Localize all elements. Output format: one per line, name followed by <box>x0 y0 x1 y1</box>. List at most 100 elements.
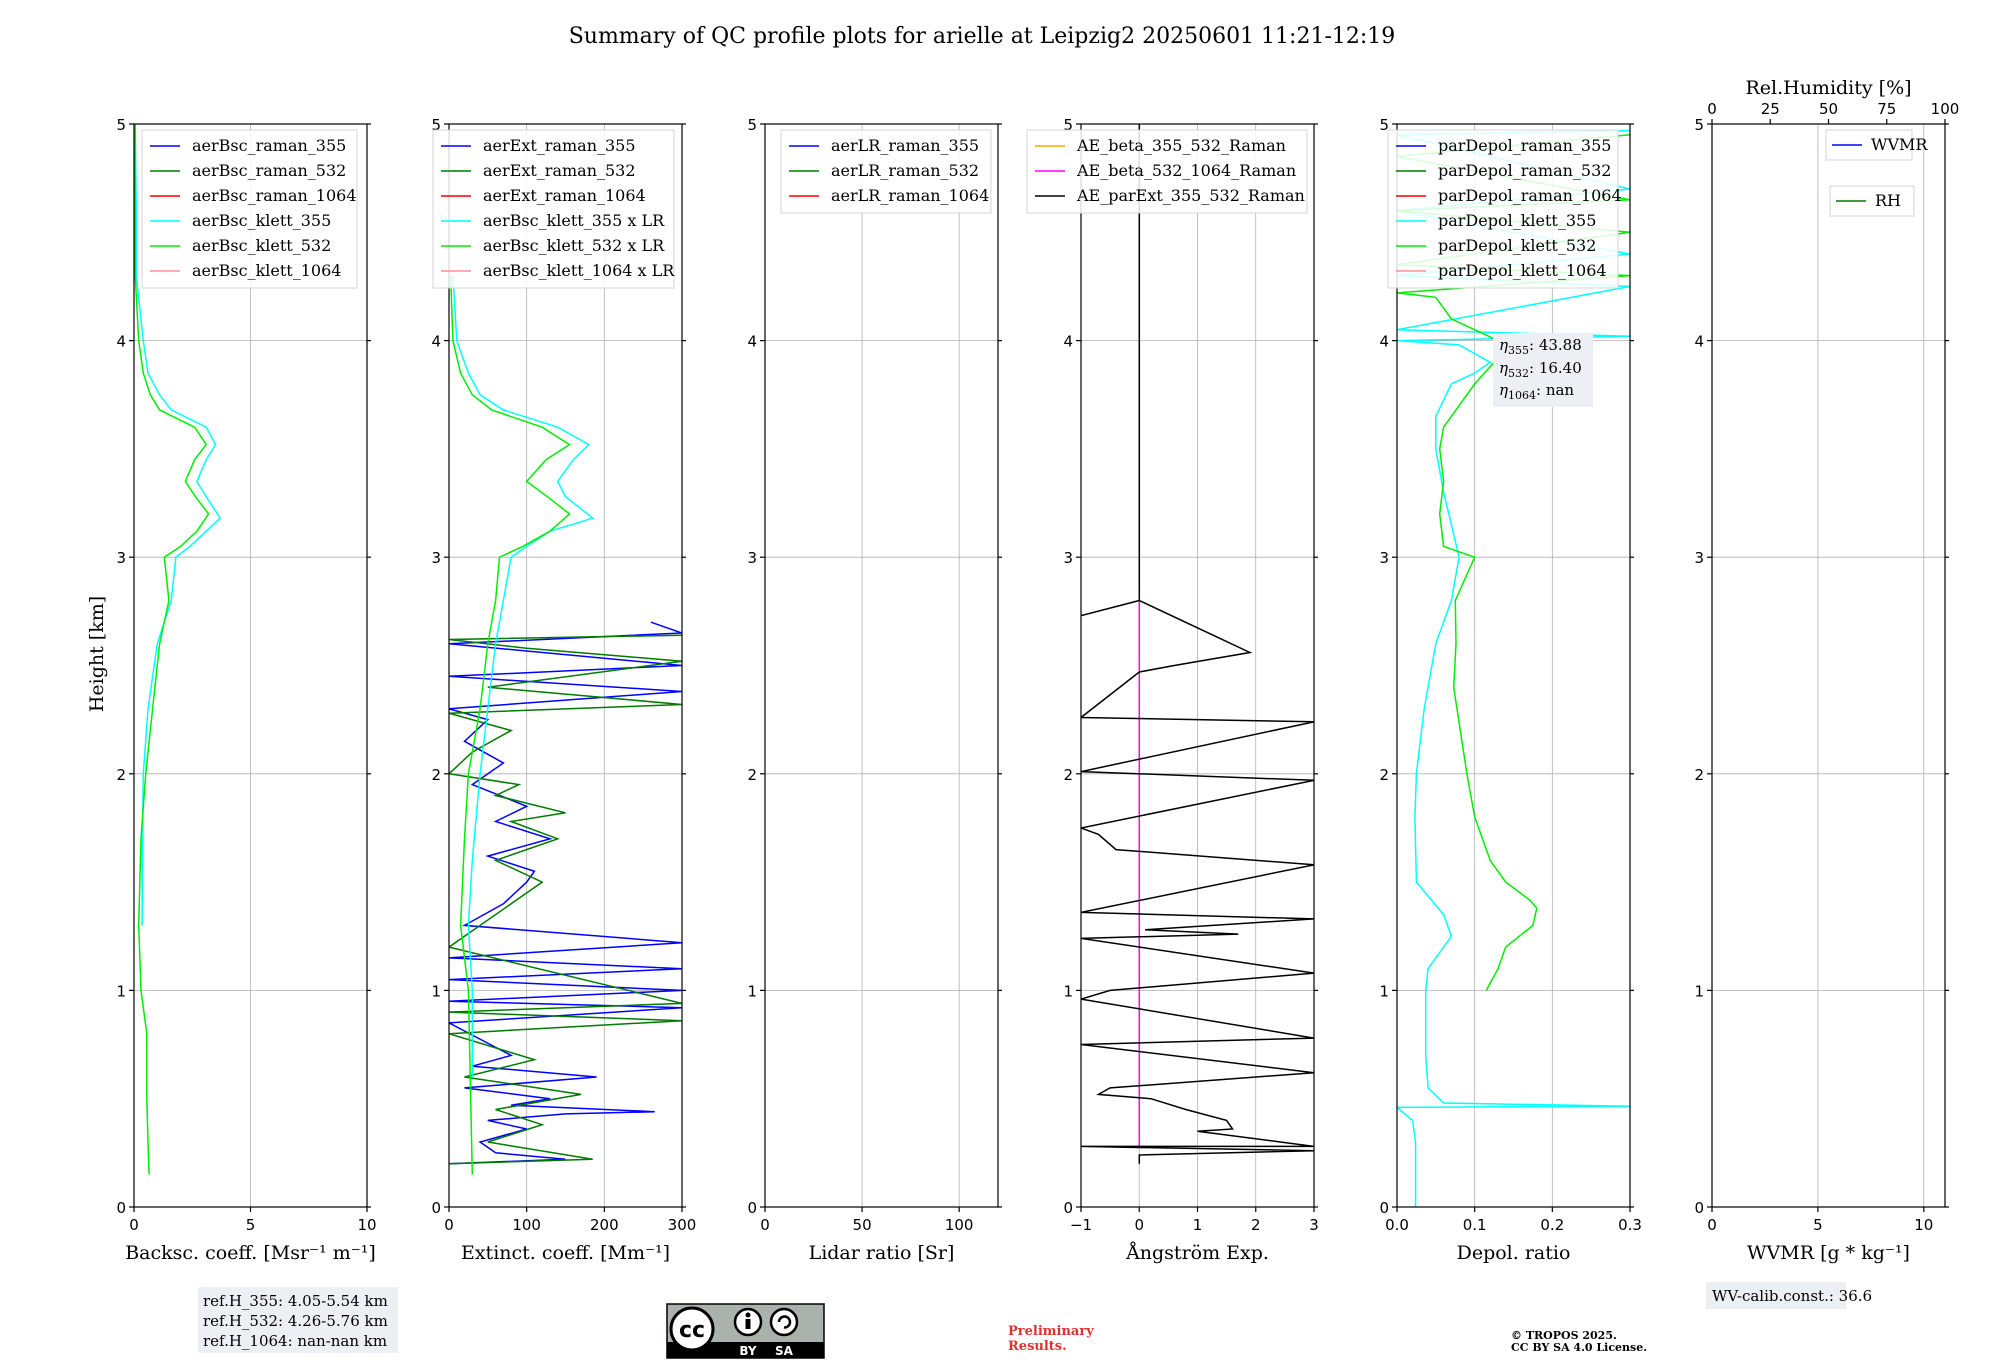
legend-label: aerLR_raman_1064 <box>831 186 989 205</box>
y-tick-label: 5 <box>747 116 757 134</box>
plot-frame <box>133 123 368 1208</box>
x-axis-label: WVMR [g * kg⁻¹] <box>1747 1242 1910 1264</box>
y-tick-label: 2 <box>1063 766 1073 784</box>
top-x-tick-label: 50 <box>1819 100 1838 118</box>
cc-logo-icon <box>669 1306 715 1352</box>
license-sa-label: SA <box>775 1344 794 1358</box>
top-x-tick-label: 100 <box>1931 100 1960 118</box>
x-tick-label: 10 <box>357 1216 376 1234</box>
figure-title: Summary of QC profile plots for arielle … <box>569 24 1396 49</box>
eta-355-value: : 43.88 <box>1529 336 1582 354</box>
legend-label: RH <box>1875 191 1901 210</box>
legend: aerLR_raman_355 aerLR_raman_532 aerLR_rama… <box>780 129 992 214</box>
y-tick-label: 0 <box>1063 1199 1073 1217</box>
plot-frame <box>1396 123 1631 1208</box>
y-tick-label: 4 <box>747 333 757 351</box>
legend-label: parDepol_klett_355 <box>1438 211 1596 230</box>
y-tick-label: 3 <box>431 549 441 567</box>
y-tick-label: 0 <box>1379 1199 1389 1217</box>
x-tick-label: 0.3 <box>1618 1216 1642 1234</box>
eta-1064-sub: 1064 <box>1508 389 1536 402</box>
license-by-label: BY <box>739 1344 756 1358</box>
x-axis-label: Backsc. coeff. [Msr⁻¹ m⁻¹] <box>125 1242 376 1264</box>
legend-label: aerBsc_klett_355 x LR <box>483 211 665 230</box>
series-line-ae-parext-355-532-raman <box>1081 124 1314 1164</box>
series-line-aerbsc-klett-355 <box>134 124 222 926</box>
copyright-line-1: © TROPOS 2025. <box>1511 1329 1617 1342</box>
plot-frame <box>1711 123 1946 1208</box>
series-line-aerbsc-klett-355-x-lr <box>452 275 595 1077</box>
series-line-aerext-raman-532 <box>449 634 682 1165</box>
y-tick-label: 3 <box>1063 549 1073 567</box>
copyright-line-2: CC BY SA 4.0 License. <box>1511 1341 1647 1354</box>
y-tick-label: 5 <box>431 116 441 134</box>
x-tick-label: 0.1 <box>1463 1216 1487 1234</box>
top-x-tick-label: 75 <box>1877 100 1896 118</box>
x-axis-label: Ångström Exp. <box>1125 1242 1269 1264</box>
legend: parDepol_raman_355 parDepol_raman_532 parD… <box>1387 129 1622 289</box>
legend-label: AE_beta_355_532_Raman <box>1076 136 1286 155</box>
legend-label: aerExt_raman_1064 <box>483 186 646 205</box>
x-axis-label: Extinct. coeff. [Mm⁻¹] <box>461 1242 670 1264</box>
y-tick-label: 1 <box>116 982 126 1000</box>
svg-text:η1064: nan: η1064: nan <box>1499 381 1574 402</box>
ref-h-1064: ref.H_1064: nan-nan km <box>203 1332 387 1350</box>
y-tick-label: 0 <box>431 1199 441 1217</box>
top-x-tick-label: 0 <box>1707 100 1717 118</box>
y-tick-label: 2 <box>1694 766 1704 784</box>
y-tick-label: 5 <box>1063 116 1073 134</box>
svg-text:η355: 43.88: η355: 43.88 <box>1499 336 1582 357</box>
wv-calib-box: WV-calib.const.: 36.6 <box>1706 1282 1872 1309</box>
legend-label: aerLR_raman_532 <box>831 161 979 180</box>
x-tick-label: −1 <box>1070 1216 1092 1234</box>
share-alike-icon <box>769 1307 799 1337</box>
panel-1: 0 100 200 300 0 1 2 3 4 5 Extinct. coeff. [Mm⁻¹] ae… <box>431 116 696 1264</box>
y-tick-label: 2 <box>431 766 441 784</box>
cc-by-sa-badge: cc BY SA <box>666 1303 825 1359</box>
cc-logo-text: cc <box>679 1318 705 1343</box>
x-tick-label: 0.2 <box>1540 1216 1564 1234</box>
legend-label: aerBsc_raman_532 <box>192 161 346 180</box>
x-tick-label: 0 <box>1134 1216 1144 1234</box>
eta-532-value: : 16.40 <box>1529 359 1582 377</box>
y-tick-label: 0 <box>1694 1199 1704 1217</box>
series-line-aerbsc-klett-532-x-lr <box>449 275 571 1175</box>
y-tick-label: 1 <box>431 982 441 1000</box>
legend-label: WVMR <box>1871 135 1928 154</box>
legend: AE_beta_355_532_Raman AE_beta_532_1064_Ra… <box>1026 129 1308 214</box>
top-x-axis-label: Rel.Humidity [%] <box>1745 77 1911 99</box>
x-tick-label: 100 <box>945 1216 974 1234</box>
x-tick-label: 5 <box>1813 1216 1823 1234</box>
svg-text:η532: 16.40: η532: 16.40 <box>1499 359 1582 380</box>
x-tick-label: 50 <box>853 1216 872 1234</box>
top-x-tick-label: 25 <box>1761 100 1780 118</box>
y-tick-label: 4 <box>116 333 126 351</box>
y-tick-label: 3 <box>116 549 126 567</box>
legend-label: parDepol_klett_1064 <box>1438 261 1607 280</box>
y-tick-label: 3 <box>1694 549 1704 567</box>
y-tick-label: 1 <box>1379 982 1389 1000</box>
wv-calib-text: WV-calib.const.: 36.6 <box>1712 1287 1872 1305</box>
eta-1064-value: : nan <box>1536 381 1574 399</box>
y-tick-label: 0 <box>747 1199 757 1217</box>
plot-frame <box>1080 123 1315 1208</box>
x-tick-label: 0 <box>129 1216 139 1234</box>
legend-label: aerBsc_raman_1064 <box>192 186 357 205</box>
x-tick-label: 1 <box>1193 1216 1203 1234</box>
y-tick-label: 3 <box>1379 549 1389 567</box>
x-tick-label: 0 <box>760 1216 770 1234</box>
y-tick-label: 2 <box>116 766 126 784</box>
x-tick-label: 0.0 <box>1385 1216 1409 1234</box>
x-tick-label: 300 <box>668 1216 697 1234</box>
series-line-aerext-raman-355 <box>449 621 682 1165</box>
eta-532-sub: 532 <box>1508 367 1529 380</box>
y-tick-label: 4 <box>1063 333 1073 351</box>
y-tick-label: 5 <box>1694 116 1704 134</box>
y-tick-label: 1 <box>747 982 757 1000</box>
legend-label: parDepol_raman_532 <box>1438 161 1611 180</box>
ref-height-box: ref.H_355: 4.05-5.54 km ref.H_532: 4.26-… <box>198 1287 398 1353</box>
legend: aerBsc_raman_355 aerBsc_raman_532 aerBsc_r… <box>141 129 358 289</box>
eta-box: η355: 43.88 η532: 16.40 η1064: nan <box>1493 333 1593 407</box>
